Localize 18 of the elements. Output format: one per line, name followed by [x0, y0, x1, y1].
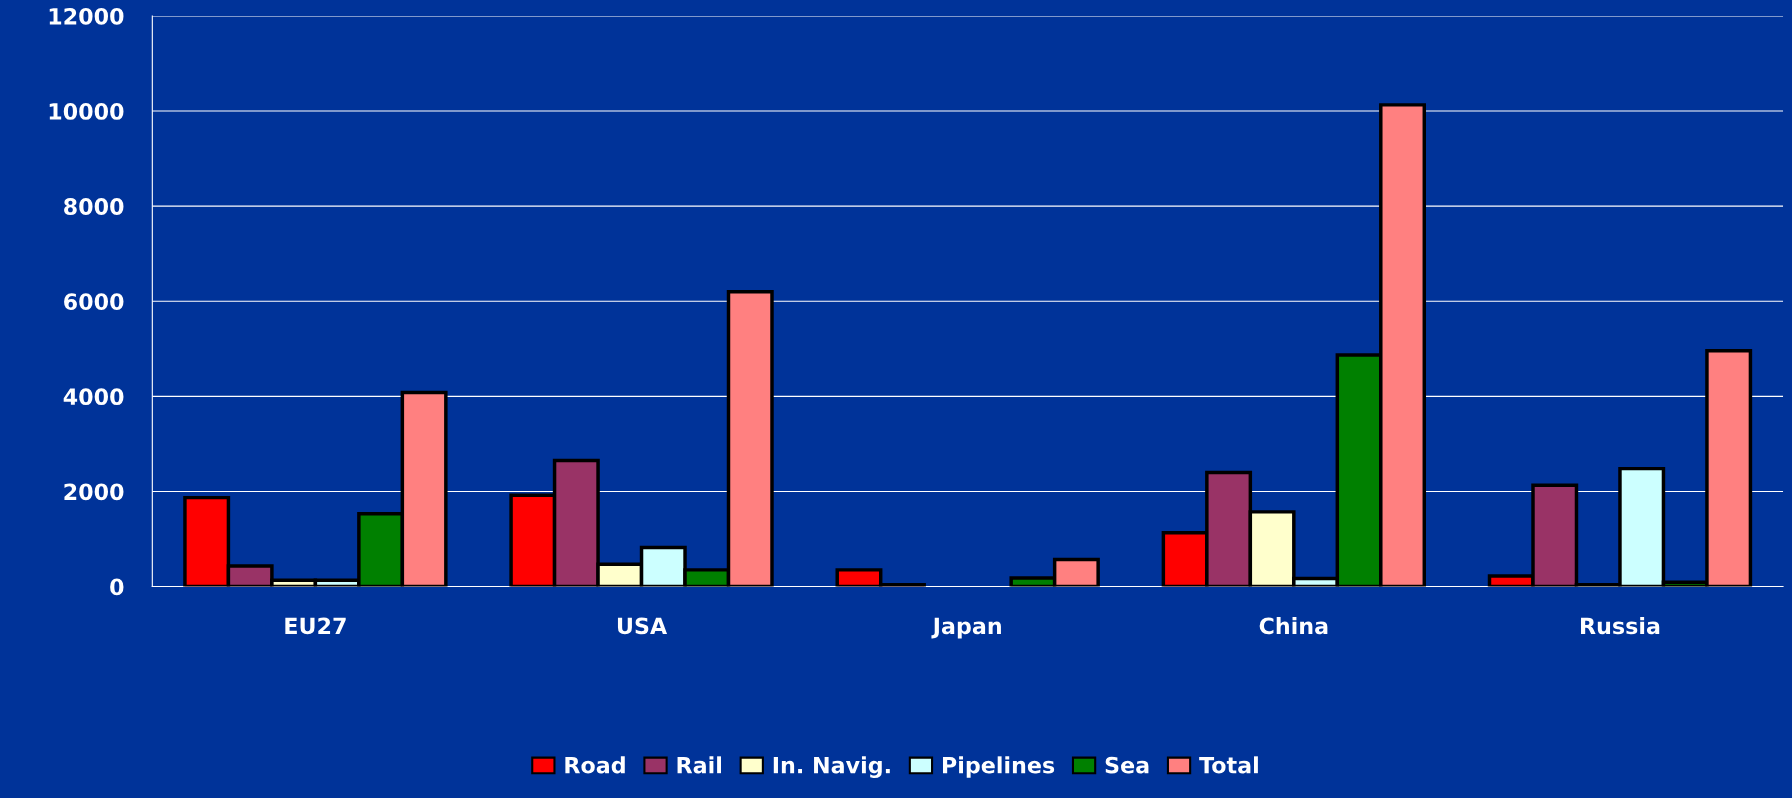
- x-tick-label: EU27: [285, 617, 346, 635]
- legend-label: Pipelines: [942, 756, 1055, 778]
- y-tick-label: 8000: [64, 198, 124, 215]
- legend-label: Sea: [1105, 756, 1149, 774]
- legend-label: Rail: [677, 756, 721, 774]
- x-tick-label: Japan: [931, 617, 1001, 639]
- y-tick-label: 6000: [64, 293, 124, 310]
- y-tick-label: 10000: [49, 103, 124, 120]
- x-tick-label: USA: [617, 617, 668, 635]
- y-tick-label: 0: [110, 578, 124, 596]
- x-tick-label: China: [1259, 617, 1328, 635]
- legend-label: In. Navig.: [773, 756, 890, 778]
- y-tick-label: 12000: [49, 7, 124, 25]
- legend-label: Total: [1199, 756, 1258, 774]
- x-tick-label: Russia: [1581, 617, 1660, 635]
- y-tick-label: 4000: [63, 388, 124, 406]
- y-tick-label: 2000: [64, 483, 124, 501]
- legend-label: Road: [565, 756, 625, 774]
